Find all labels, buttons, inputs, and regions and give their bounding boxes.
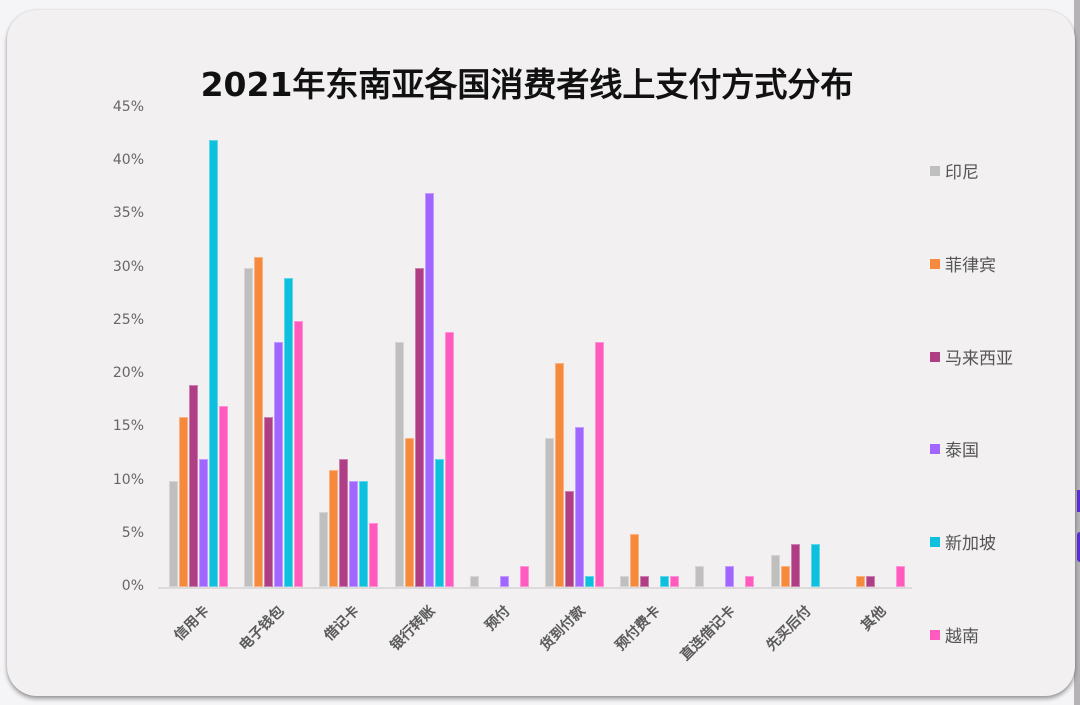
- x-tick-label: 预付: [482, 603, 514, 635]
- bar: [695, 565, 705, 587]
- y-tick-label: 40%: [112, 152, 144, 169]
- bar: [329, 469, 339, 587]
- x-tick-label: 先买后付: [763, 603, 815, 655]
- bar: [414, 267, 424, 587]
- bar: [284, 278, 294, 587]
- bar: [189, 384, 198, 587]
- legend-label: 新加坡: [945, 534, 996, 554]
- bar: [264, 416, 274, 587]
- background-accent: [1077, 532, 1080, 562]
- bar: [244, 267, 254, 587]
- x-tick-label: 直连借记卡: [678, 603, 739, 664]
- bar: [274, 342, 284, 587]
- bar: [369, 523, 379, 587]
- bar: [595, 342, 604, 587]
- bar: [254, 257, 264, 587]
- bar: [209, 139, 218, 587]
- bar: [770, 555, 780, 587]
- legend-swatch-icon: [930, 351, 940, 362]
- bar: [660, 576, 670, 587]
- background-accent: [1077, 490, 1080, 512]
- bar: [169, 480, 178, 587]
- bar: [434, 459, 444, 587]
- bar: [394, 342, 404, 587]
- bar: [565, 491, 574, 587]
- bar: [404, 437, 414, 587]
- legend-swatch-icon: [930, 443, 940, 454]
- legend-label: 越南: [945, 627, 979, 647]
- legend-swatch-icon: [930, 629, 940, 640]
- bar: [499, 576, 509, 587]
- bar: [895, 565, 905, 587]
- bar: [790, 544, 800, 587]
- x-tick-label: 电子钱包: [236, 603, 288, 655]
- legend-swatch-icon: [930, 536, 940, 547]
- x-axis-line: [158, 587, 912, 589]
- bar: [294, 320, 304, 587]
- bar: [630, 533, 640, 587]
- background-edge: [1074, 0, 1080, 705]
- bar: [545, 437, 554, 587]
- legend-label: 菲律宾: [945, 256, 996, 276]
- chart-card: 2021年东南亚各国消费者线上支付方式分布 0% 5% 10% 15% 20% 25% 30…: [7, 10, 1075, 696]
- bar: [444, 331, 454, 587]
- y-tick-label: 25%: [112, 311, 144, 328]
- chart-title: 2021年东南亚各国消费者线上支付方式分布: [200, 65, 854, 104]
- legend-item: 印尼: [930, 158, 979, 183]
- legend-label: 泰国: [945, 441, 979, 461]
- bar: [640, 576, 650, 587]
- x-tick-label: 货到付款: [537, 603, 589, 655]
- bar: [519, 565, 529, 587]
- bar: [745, 576, 755, 587]
- y-tick-label: 0%: [121, 578, 144, 594]
- legend-item: 越南: [930, 622, 979, 647]
- bar: [725, 565, 735, 587]
- legend-label: 马来西亚: [945, 349, 1013, 369]
- bar: [855, 576, 865, 587]
- bar: [585, 576, 594, 587]
- legend-item: 菲律宾: [930, 251, 996, 276]
- legend-item: 马来西亚: [930, 344, 1013, 369]
- legend-swatch-icon: [930, 258, 940, 269]
- y-tick-label: 10%: [112, 471, 144, 488]
- x-tick-label: 借记卡: [321, 603, 363, 645]
- x-tick-label: 其他: [858, 603, 890, 635]
- bar: [575, 427, 584, 587]
- y-tick-label: 45%: [112, 99, 144, 115]
- legend-item: 泰国: [930, 436, 979, 461]
- bar: [469, 576, 479, 587]
- bar: [780, 565, 790, 587]
- x-tick-label: 预付费卡: [612, 603, 664, 655]
- bar: [219, 406, 228, 587]
- bar: [424, 193, 434, 587]
- legend-label: 印尼: [945, 163, 979, 183]
- bar: [349, 480, 359, 587]
- legend-item: 新加坡: [930, 529, 996, 554]
- bar: [179, 416, 188, 587]
- y-tick-label: 15%: [112, 418, 144, 435]
- y-tick-label: 30%: [112, 258, 144, 275]
- bar: [620, 576, 630, 587]
- bar: [319, 512, 329, 587]
- x-tick-label: 信用卡: [171, 603, 213, 645]
- y-tick-label: 20%: [112, 365, 144, 382]
- bar: [670, 576, 680, 587]
- y-tick-label: 5%: [121, 524, 144, 541]
- bar: [810, 544, 820, 587]
- y-tick-label: 35%: [112, 205, 144, 222]
- bar: [199, 459, 208, 587]
- bar: [359, 480, 369, 587]
- bar: [865, 576, 875, 587]
- bar: [555, 363, 564, 587]
- legend-swatch-icon: [930, 165, 940, 176]
- x-tick-label: 银行转账: [387, 603, 439, 655]
- bar: [339, 459, 349, 587]
